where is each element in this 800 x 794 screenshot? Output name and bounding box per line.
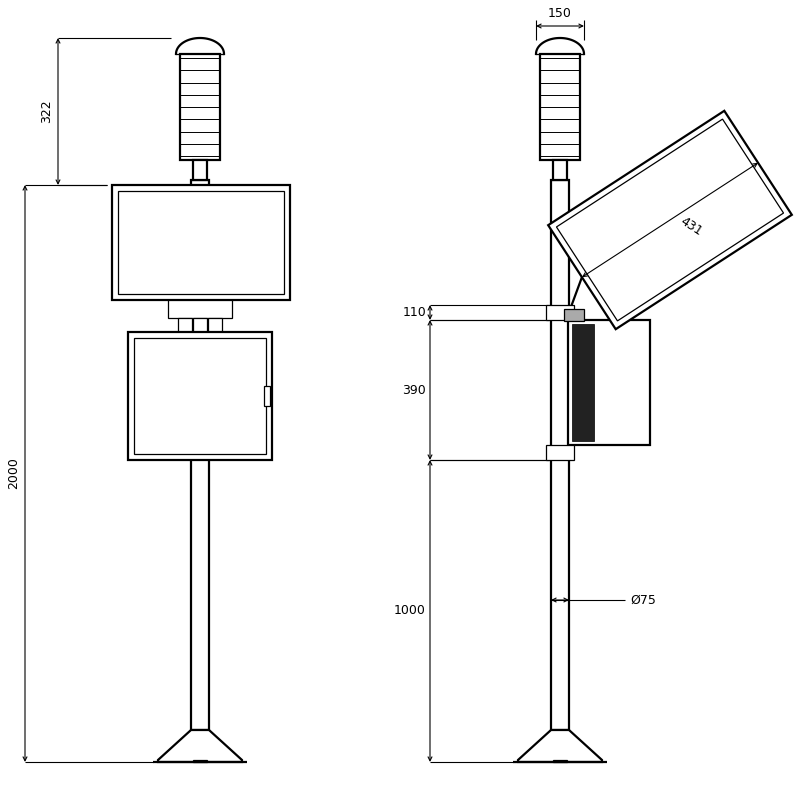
- Bar: [546, 305, 574, 320]
- Bar: [193, 760, 207, 762]
- Bar: [564, 309, 584, 321]
- Bar: [546, 445, 574, 460]
- Text: 2000: 2000: [7, 457, 20, 489]
- Bar: [168, 300, 232, 318]
- Bar: [553, 760, 567, 762]
- Bar: [118, 191, 284, 294]
- Bar: [134, 338, 266, 454]
- Text: 110: 110: [402, 306, 426, 319]
- Polygon shape: [548, 111, 792, 330]
- Bar: [128, 332, 272, 460]
- Bar: [193, 160, 207, 180]
- Bar: [208, 318, 222, 332]
- Bar: [540, 54, 580, 160]
- Bar: [180, 54, 220, 160]
- Text: 390: 390: [402, 384, 426, 396]
- Polygon shape: [518, 730, 602, 762]
- Text: 431: 431: [678, 215, 705, 239]
- Bar: [178, 318, 192, 332]
- Text: 150: 150: [548, 7, 572, 20]
- Bar: [193, 318, 207, 332]
- Polygon shape: [158, 730, 242, 762]
- Text: Ø75: Ø75: [630, 593, 656, 607]
- Bar: [568, 320, 650, 445]
- Bar: [553, 160, 567, 180]
- Bar: [264, 386, 270, 406]
- Text: 1000: 1000: [394, 604, 426, 618]
- Bar: [112, 185, 290, 300]
- Bar: [572, 324, 594, 441]
- Bar: [191, 180, 209, 730]
- Bar: [551, 180, 569, 730]
- Text: 322: 322: [40, 100, 53, 123]
